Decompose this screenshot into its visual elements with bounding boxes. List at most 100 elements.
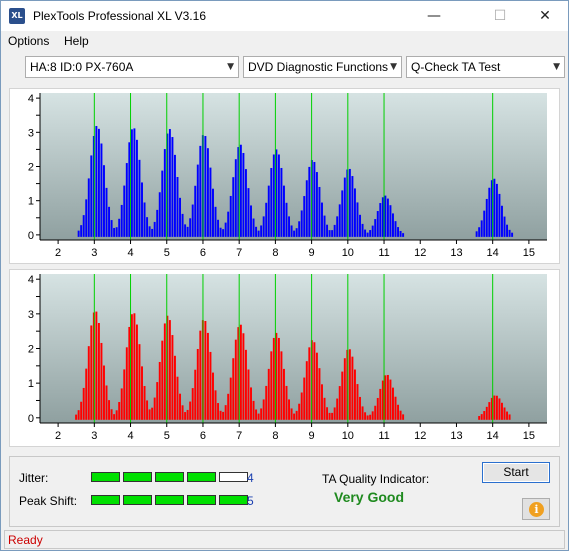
chevron-down-icon: ▼ [553,62,560,72]
close-button[interactable]: ✕ [539,8,551,24]
histogram-bar [255,226,258,237]
test-select[interactable]: Q-Check TA Test ▼ [406,56,565,78]
histogram-bar [402,233,405,237]
histogram-bar [498,193,501,237]
histogram-bar [219,410,222,420]
histogram-bar [488,402,491,420]
top-chart: 0 1 2 3 4 2 3 4 5 6 7 8 9 10 11 12 13 14 15 [9,88,560,264]
histogram-bar [343,177,346,237]
histogram-bar [156,209,159,237]
x-tick-label: 14 [487,247,499,259]
meter-segment [91,495,120,505]
histogram-bar [125,347,128,420]
histogram-bar [501,402,503,420]
histogram-bar [196,164,199,237]
histogram-bar [184,224,187,237]
histogram-bar [303,196,306,237]
histogram-bar [341,371,344,420]
histogram-bar [376,211,379,237]
histogram-bar [146,400,149,420]
histogram-bar [90,155,93,237]
histogram-bar [108,206,111,237]
x-tick-label: 8 [272,247,278,259]
histogram-bar [242,153,245,237]
meter-segment [91,472,120,482]
histogram-bar [293,230,296,237]
histogram-bar [394,221,397,237]
histogram-bar [173,355,176,420]
histogram-bar [128,142,131,237]
histogram-bar [77,410,80,420]
histogram-bar [386,374,389,420]
histogram-bar [239,144,242,237]
histogram-bar [305,361,308,420]
start-button[interactable]: Start [482,462,550,483]
histogram-bar [141,182,143,237]
histogram-bar [295,228,298,237]
menu-help[interactable]: Help [64,34,89,48]
histogram-bar [275,149,278,237]
histogram-bar [128,326,131,420]
histogram-bar [161,170,164,237]
histogram-bar [237,147,240,237]
menu-options[interactable]: Options [8,34,50,48]
histogram-bar [103,365,105,420]
histogram-bar [341,190,344,237]
histogram-bar [103,165,105,237]
histogram-bar [255,409,258,420]
histogram-bar [168,320,171,420]
histogram-bar [331,412,334,420]
histogram-bar [389,379,392,420]
histogram-bar [133,313,136,420]
x-tick-label: 11 [378,430,389,442]
histogram-bar [224,222,227,237]
histogram-bar [260,408,263,420]
histogram-bar [295,410,298,420]
meter-segment [219,472,248,482]
x-tick-label: 8 [272,430,278,442]
histogram-bar [123,185,126,237]
app-logo-icon: XL [9,8,25,24]
histogram-bar [364,412,367,420]
histogram-bar [326,224,329,237]
minimize-button[interactable]: — [427,8,441,24]
histogram-bar [97,128,100,237]
histogram-bar [495,395,498,420]
histogram-bar [336,398,339,420]
histogram-bar [359,396,361,420]
histogram-bar [321,384,323,420]
x-tick-label: 5 [164,247,170,259]
histogram-bar [214,390,217,420]
x-tick-label: 6 [200,430,206,442]
quality-indicator-value: Very Good [334,489,405,505]
histogram-bar [168,129,171,237]
histogram-bar [130,314,133,420]
y-tick-label: 2 [28,162,34,174]
histogram-bar [381,380,384,420]
x-tick-label: 12 [414,247,426,259]
histogram-bar [493,178,496,237]
histogram-bar [318,186,321,237]
histogram-bar [87,178,90,237]
meter-segment [187,472,216,482]
y-tick-label: 2 [28,344,34,356]
histogram-bar [326,407,329,420]
x-tick-label: 2 [55,430,61,442]
info-button[interactable]: i [522,498,550,520]
maximize-button[interactable]: ☐ [493,8,507,24]
y-tick-label: 1 [28,378,34,390]
histogram-bar [371,225,374,237]
histogram-bar [475,231,478,237]
drive-select[interactable]: HA:8 ID:0 PX-760A ▼ [25,56,239,78]
histogram-bar [85,199,88,237]
window-title: PlexTools Professional XL V3.16 [33,9,206,23]
histogram-bar [376,397,379,420]
histogram-bar [275,332,278,420]
histogram-bar [97,323,100,420]
histogram-bar [298,403,301,420]
x-tick-label: 11 [378,247,389,259]
histogram-bar [495,183,498,237]
x-tick-label: 7 [236,430,242,442]
histogram-bar [369,414,372,420]
function-select[interactable]: DVD Diagnostic Functions ▼ [243,56,402,78]
